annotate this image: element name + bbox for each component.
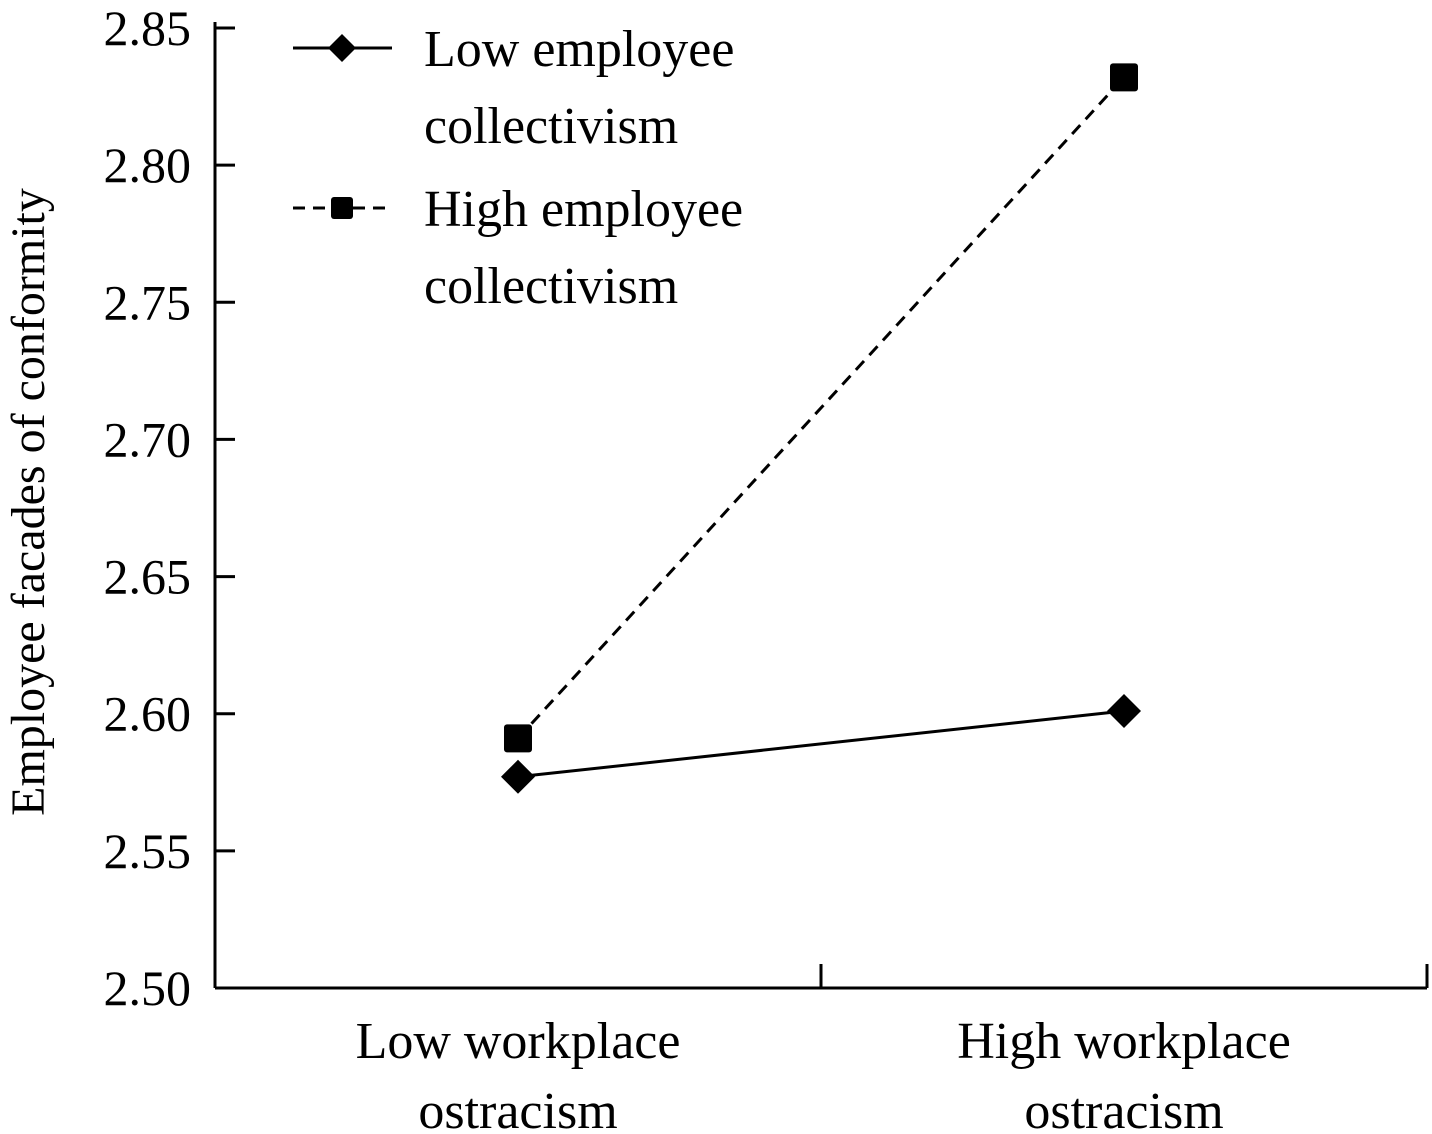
x-category-label-line: High workplace bbox=[957, 1013, 1291, 1070]
y-tick-label: 2.65 bbox=[104, 549, 192, 605]
y-axis-label: Employee facades of conformity bbox=[2, 188, 55, 816]
data-point bbox=[1107, 693, 1141, 728]
y-tick-label: 2.60 bbox=[104, 686, 192, 742]
data-point bbox=[501, 759, 535, 794]
series-line bbox=[516, 76, 1126, 740]
legend-swatch-marker bbox=[331, 197, 353, 219]
x-category-label: Low workplace ostracism bbox=[356, 1013, 681, 1134]
y-tick-label: 2.55 bbox=[104, 823, 192, 879]
data-point bbox=[1110, 63, 1138, 92]
x-category-label: High workplace ostracism bbox=[957, 1013, 1291, 1134]
x-category-label-line: ostracism bbox=[1024, 1083, 1223, 1134]
series-line bbox=[517, 709, 1125, 779]
y-ticks: 2.50 2.55 2.60 2.65 2.70 2.75 2.80 2.85 bbox=[104, 0, 235, 1016]
legend-entry: Low employee collectivism bbox=[293, 21, 734, 155]
axes bbox=[213, 22, 1429, 990]
y-tick-label: 2.85 bbox=[104, 0, 192, 56]
x-category-labels: Low workplace ostracism High workplace ostr… bbox=[356, 1013, 1291, 1134]
data-point bbox=[504, 724, 532, 753]
series-2 bbox=[504, 63, 1138, 753]
x-category-label-line: ostracism bbox=[418, 1083, 617, 1134]
legend-label: Low employee bbox=[424, 21, 734, 78]
legend: Low employee collectivism High employee col… bbox=[293, 21, 743, 315]
legend-entry: High employee collectivism bbox=[293, 181, 743, 315]
series-1 bbox=[501, 693, 1141, 794]
legend-swatch-marker bbox=[328, 34, 356, 62]
series-group bbox=[501, 63, 1141, 794]
legend-label: collectivism bbox=[424, 258, 678, 315]
y-tick-label: 2.50 bbox=[104, 960, 192, 1016]
y-tick-label: 2.70 bbox=[104, 411, 192, 467]
legend-label: collectivism bbox=[424, 98, 678, 155]
y-tick-label: 2.80 bbox=[104, 137, 192, 193]
x-category-label-line: Low workplace bbox=[356, 1013, 681, 1070]
y-tick-label: 2.75 bbox=[104, 274, 192, 330]
legend-label: High employee bbox=[424, 181, 743, 238]
